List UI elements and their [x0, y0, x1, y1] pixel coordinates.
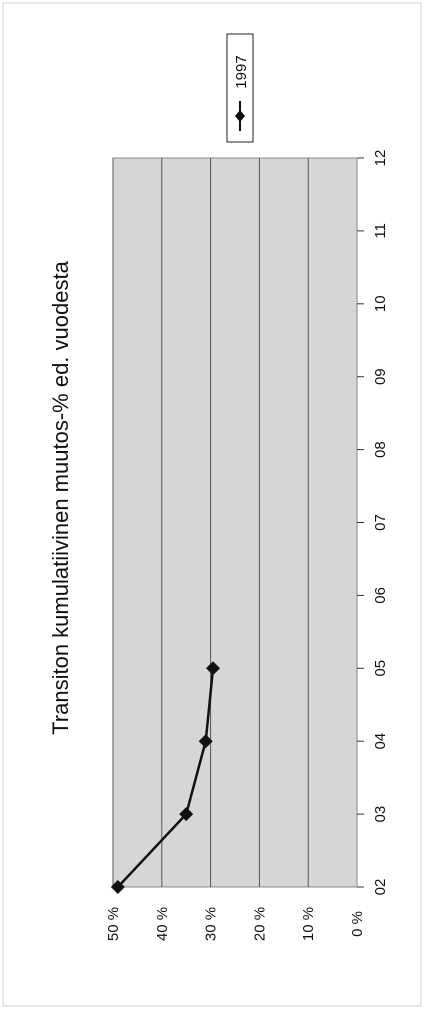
y-tick-label: 20 % [251, 907, 268, 941]
x-tick-label: 05 [372, 660, 389, 677]
data-point [179, 807, 194, 822]
chart-title: Transiton kumulatiivinen muutos-% ed. vu… [48, 260, 73, 734]
plot-area: 0 % 10 % 20 % 30 % 40 % 50 % 02 03 04 05 06 07 08 09 1… [105, 150, 389, 941]
x-tick-label: 08 [372, 441, 389, 458]
y-tick-label: 40 % [154, 907, 171, 941]
x-tick-label: 11 [372, 223, 389, 239]
legend-label: 1997 [233, 55, 250, 88]
x-tick-label: 03 [372, 806, 389, 823]
x-tick-label: 12 [372, 150, 389, 167]
y-tick-label: 10 % [300, 907, 317, 941]
data-point [198, 734, 213, 749]
y-tick-label: 50 % [105, 907, 122, 941]
data-point [110, 880, 125, 894]
legend-marker [235, 110, 245, 122]
data-point [206, 661, 221, 676]
x-tick-label: 09 [372, 368, 389, 385]
y-tick-label: 30 % [203, 907, 220, 941]
x-tick-label: 06 [372, 587, 389, 604]
x-tick-label: 10 [372, 295, 389, 312]
plot-background [112, 157, 358, 888]
y-tick-label: 0 % [349, 911, 366, 937]
legend: 1997 [226, 33, 254, 143]
x-tick-label: 04 [372, 733, 389, 750]
series-line [116, 668, 215, 888]
x-tick-label: 02 [372, 879, 389, 896]
x-tick-label: 07 [372, 514, 389, 531]
